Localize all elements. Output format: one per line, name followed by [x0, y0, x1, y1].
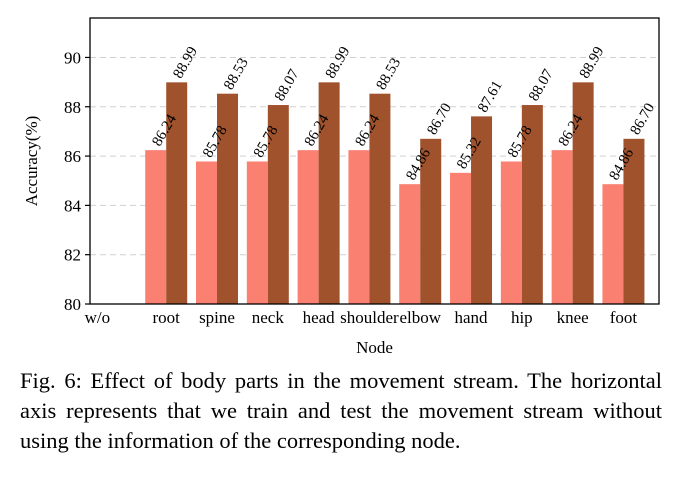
- y-axis-label: Accuracy(%): [22, 116, 41, 207]
- bar: [399, 184, 421, 304]
- bar: [145, 150, 167, 304]
- bar: [369, 93, 391, 304]
- y-tick-label: 88: [64, 98, 81, 117]
- y-tick-label: 84: [64, 196, 82, 215]
- bar: [471, 116, 493, 304]
- x-tick-label: neck: [252, 308, 285, 327]
- bar: [420, 138, 442, 304]
- x-axis-ticks: w/o root spine neck head shoulder elbow hand hip…: [85, 308, 638, 327]
- data-label: 88.07: [272, 66, 303, 104]
- data-label: 88.99: [323, 44, 354, 81]
- bar: [166, 82, 188, 304]
- data-label: 86.70: [628, 101, 659, 138]
- bar: [196, 161, 218, 304]
- bar: [217, 93, 239, 304]
- x-tick-label: head: [303, 308, 336, 327]
- x-tick-label: hand: [455, 308, 489, 327]
- data-label: 88.07: [526, 66, 557, 104]
- bar: [500, 161, 522, 304]
- data-label: 88.53: [221, 55, 252, 92]
- bar: [450, 172, 472, 304]
- y-tick-label: 86: [64, 147, 81, 166]
- y-axis-ticks: 80 82 84 86 88 90: [64, 48, 90, 314]
- bar: [602, 184, 624, 304]
- data-label: 88.53: [374, 55, 405, 92]
- x-tick-label: knee: [557, 308, 589, 327]
- bar: [267, 105, 289, 304]
- data-label: 88.99: [577, 44, 608, 81]
- data-label: 87.61: [475, 78, 506, 115]
- bar: [246, 161, 268, 304]
- y-tick-label: 90: [64, 48, 81, 67]
- x-tick-label: shoulder: [340, 308, 399, 327]
- bar: [318, 82, 340, 304]
- x-tick-label: hip: [511, 308, 533, 327]
- data-label: 88.99: [170, 44, 201, 81]
- y-tick-label: 80: [64, 295, 81, 314]
- x-tick-label: w/o: [85, 308, 111, 327]
- bar: [348, 150, 370, 304]
- x-tick-label: spine: [199, 308, 235, 327]
- x-axis-label: Node: [356, 338, 393, 357]
- x-tick-label: elbow: [399, 308, 441, 327]
- x-tick-label: root: [153, 308, 181, 327]
- plot-frame: [89, 17, 660, 305]
- bar: [297, 150, 319, 304]
- bar: [551, 150, 573, 304]
- bar: [572, 82, 594, 304]
- x-tick-label: foot: [610, 308, 638, 327]
- y-tick-label: 82: [64, 246, 81, 265]
- figure-caption: Fig. 6: Effect of body parts in the move…: [20, 368, 662, 453]
- data-label: 86.70: [424, 101, 455, 138]
- bar: [521, 105, 543, 304]
- bar: [623, 138, 645, 304]
- bars: [145, 82, 645, 304]
